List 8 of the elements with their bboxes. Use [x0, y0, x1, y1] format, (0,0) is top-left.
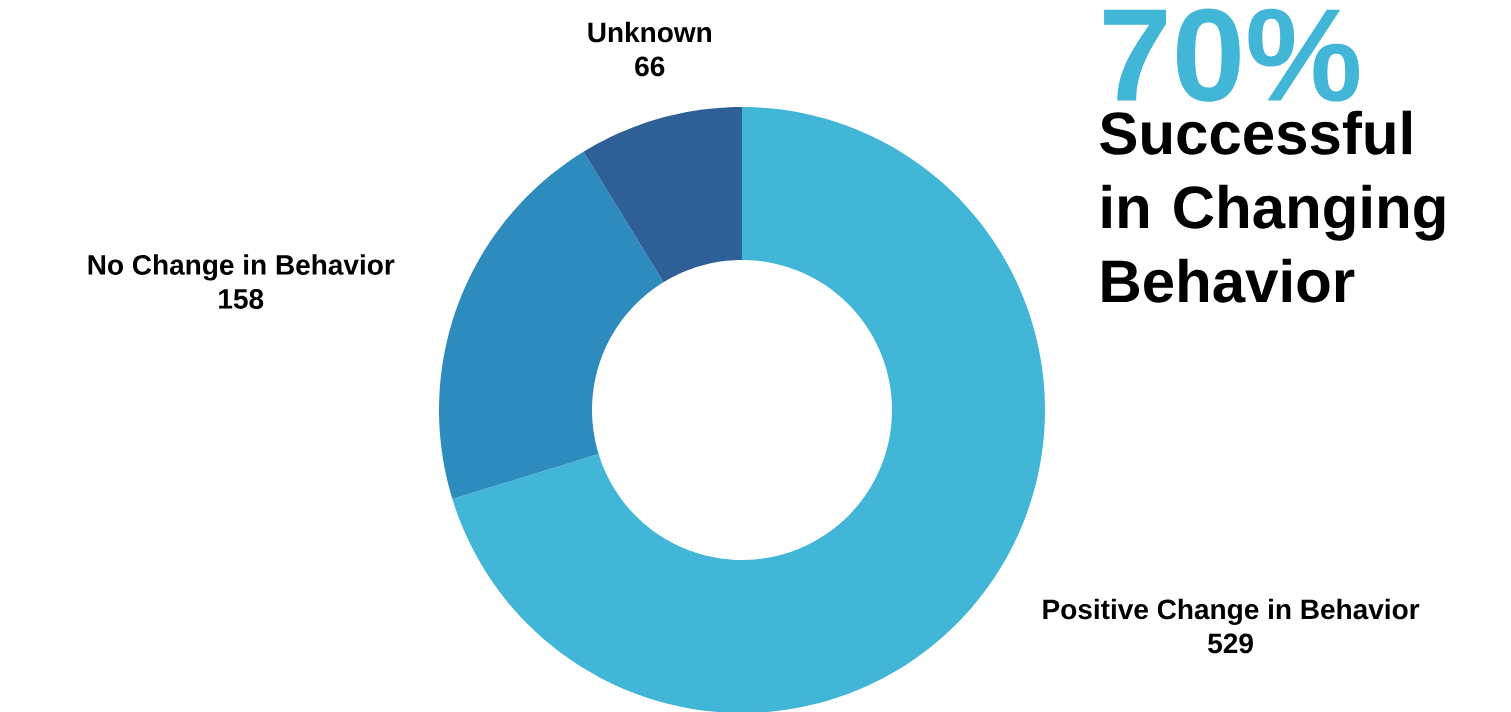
text: Successful in Changing Behavior — [1100, 110, 1445, 303]
slice-label: Unknown — [588, 21, 712, 43]
slice-label: Positive Change in Behavior — [1043, 598, 1420, 625]
data-label: 66 — [635, 56, 665, 77]
data-label: 158 — [219, 289, 264, 309]
data-label: 529 — [1208, 633, 1253, 654]
chart-title: 70% — [1104, 8, 1360, 102]
slice-label: No Change in Behavior — [88, 254, 395, 281]
